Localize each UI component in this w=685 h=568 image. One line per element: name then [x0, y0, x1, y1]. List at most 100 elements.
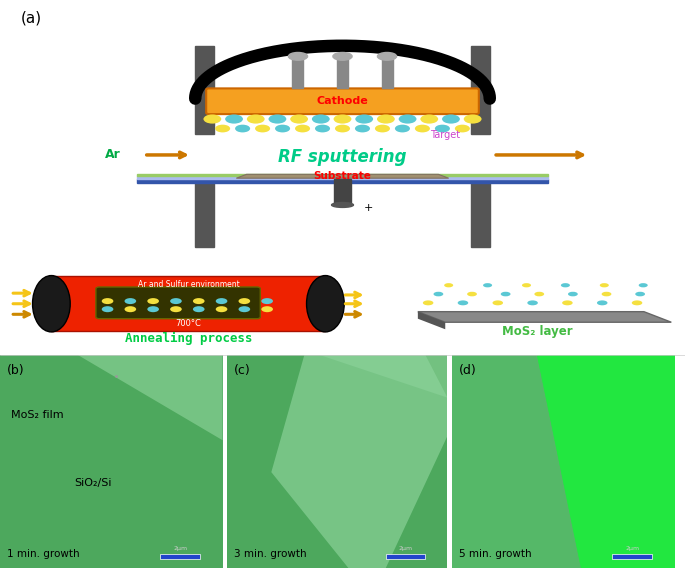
- Circle shape: [216, 306, 227, 312]
- Polygon shape: [236, 174, 449, 178]
- Ellipse shape: [32, 275, 71, 332]
- Text: Target: Target: [430, 130, 460, 140]
- Polygon shape: [537, 355, 675, 568]
- Circle shape: [355, 124, 370, 132]
- Ellipse shape: [597, 300, 608, 306]
- Circle shape: [125, 298, 136, 304]
- Text: Annealing process: Annealing process: [125, 332, 252, 345]
- Circle shape: [261, 306, 273, 312]
- Ellipse shape: [434, 292, 443, 296]
- Circle shape: [170, 306, 182, 312]
- Circle shape: [335, 124, 350, 132]
- Text: 2μm: 2μm: [173, 546, 187, 551]
- Ellipse shape: [493, 300, 503, 306]
- Ellipse shape: [332, 203, 353, 207]
- Ellipse shape: [600, 283, 609, 287]
- Bar: [51, 277, 325, 331]
- Text: +: +: [364, 203, 373, 214]
- Circle shape: [147, 306, 159, 312]
- Text: (a): (a): [21, 11, 42, 26]
- Bar: [471, 46, 490, 134]
- Text: 5 min. growth: 5 min. growth: [459, 549, 532, 559]
- Bar: [137, 177, 548, 178]
- Circle shape: [415, 124, 430, 132]
- Ellipse shape: [632, 300, 643, 306]
- Circle shape: [464, 115, 482, 124]
- Text: (b): (b): [7, 364, 24, 377]
- Circle shape: [193, 306, 205, 312]
- Text: MoS₂ film: MoS₂ film: [11, 410, 64, 420]
- Circle shape: [334, 115, 351, 124]
- Bar: [612, 554, 653, 559]
- Circle shape: [147, 298, 159, 304]
- Text: 700°C: 700°C: [175, 319, 201, 328]
- Text: 2μm: 2μm: [625, 546, 640, 551]
- Ellipse shape: [333, 52, 352, 60]
- Ellipse shape: [444, 283, 453, 287]
- Bar: [137, 174, 548, 176]
- Bar: [160, 554, 200, 559]
- Circle shape: [455, 124, 470, 132]
- Text: SiO₂/Si: SiO₂/Si: [75, 478, 112, 488]
- Polygon shape: [271, 355, 447, 568]
- Ellipse shape: [635, 292, 645, 296]
- Circle shape: [269, 115, 286, 124]
- Ellipse shape: [601, 292, 612, 296]
- Text: Cathode: Cathode: [316, 97, 369, 106]
- Polygon shape: [320, 355, 447, 398]
- Bar: [137, 179, 548, 183]
- Text: (d): (d): [459, 364, 477, 377]
- Circle shape: [315, 124, 330, 132]
- Circle shape: [435, 124, 450, 132]
- Circle shape: [375, 124, 390, 132]
- Circle shape: [225, 115, 243, 124]
- Ellipse shape: [306, 275, 344, 332]
- Ellipse shape: [377, 52, 397, 60]
- Polygon shape: [537, 355, 675, 568]
- Ellipse shape: [423, 300, 434, 306]
- Ellipse shape: [561, 283, 570, 287]
- Ellipse shape: [467, 292, 477, 296]
- Circle shape: [203, 115, 221, 124]
- Polygon shape: [418, 312, 445, 329]
- Ellipse shape: [562, 300, 573, 306]
- Ellipse shape: [501, 292, 510, 296]
- Circle shape: [101, 306, 113, 312]
- FancyBboxPatch shape: [96, 287, 260, 319]
- Text: Ar and Sulfur environment: Ar and Sulfur environment: [138, 279, 239, 289]
- Circle shape: [238, 306, 250, 312]
- Text: 1 min. growth: 1 min. growth: [7, 549, 79, 559]
- Text: Ar: Ar: [105, 148, 121, 161]
- Bar: [471, 183, 490, 247]
- Text: MoS₂ layer: MoS₂ layer: [502, 324, 573, 337]
- Ellipse shape: [527, 300, 538, 306]
- Ellipse shape: [458, 300, 469, 306]
- Circle shape: [235, 124, 250, 132]
- Circle shape: [421, 115, 438, 124]
- Text: 2μm: 2μm: [399, 546, 412, 551]
- Circle shape: [356, 115, 373, 124]
- Circle shape: [377, 115, 395, 124]
- Polygon shape: [78, 355, 223, 440]
- Circle shape: [295, 124, 310, 132]
- Circle shape: [255, 124, 270, 132]
- Circle shape: [395, 124, 410, 132]
- Circle shape: [238, 298, 250, 304]
- Text: RF sputtering: RF sputtering: [278, 148, 407, 166]
- Circle shape: [442, 115, 460, 124]
- Circle shape: [247, 115, 264, 124]
- Ellipse shape: [483, 283, 492, 287]
- Bar: [334, 179, 351, 204]
- Circle shape: [399, 115, 416, 124]
- Circle shape: [290, 115, 308, 124]
- Circle shape: [101, 298, 113, 304]
- Circle shape: [216, 298, 227, 304]
- Bar: [337, 56, 348, 88]
- Text: (c): (c): [234, 364, 251, 377]
- Circle shape: [170, 298, 182, 304]
- Circle shape: [193, 298, 205, 304]
- Ellipse shape: [522, 283, 531, 287]
- Bar: [195, 183, 214, 247]
- Ellipse shape: [638, 283, 648, 287]
- Circle shape: [275, 124, 290, 132]
